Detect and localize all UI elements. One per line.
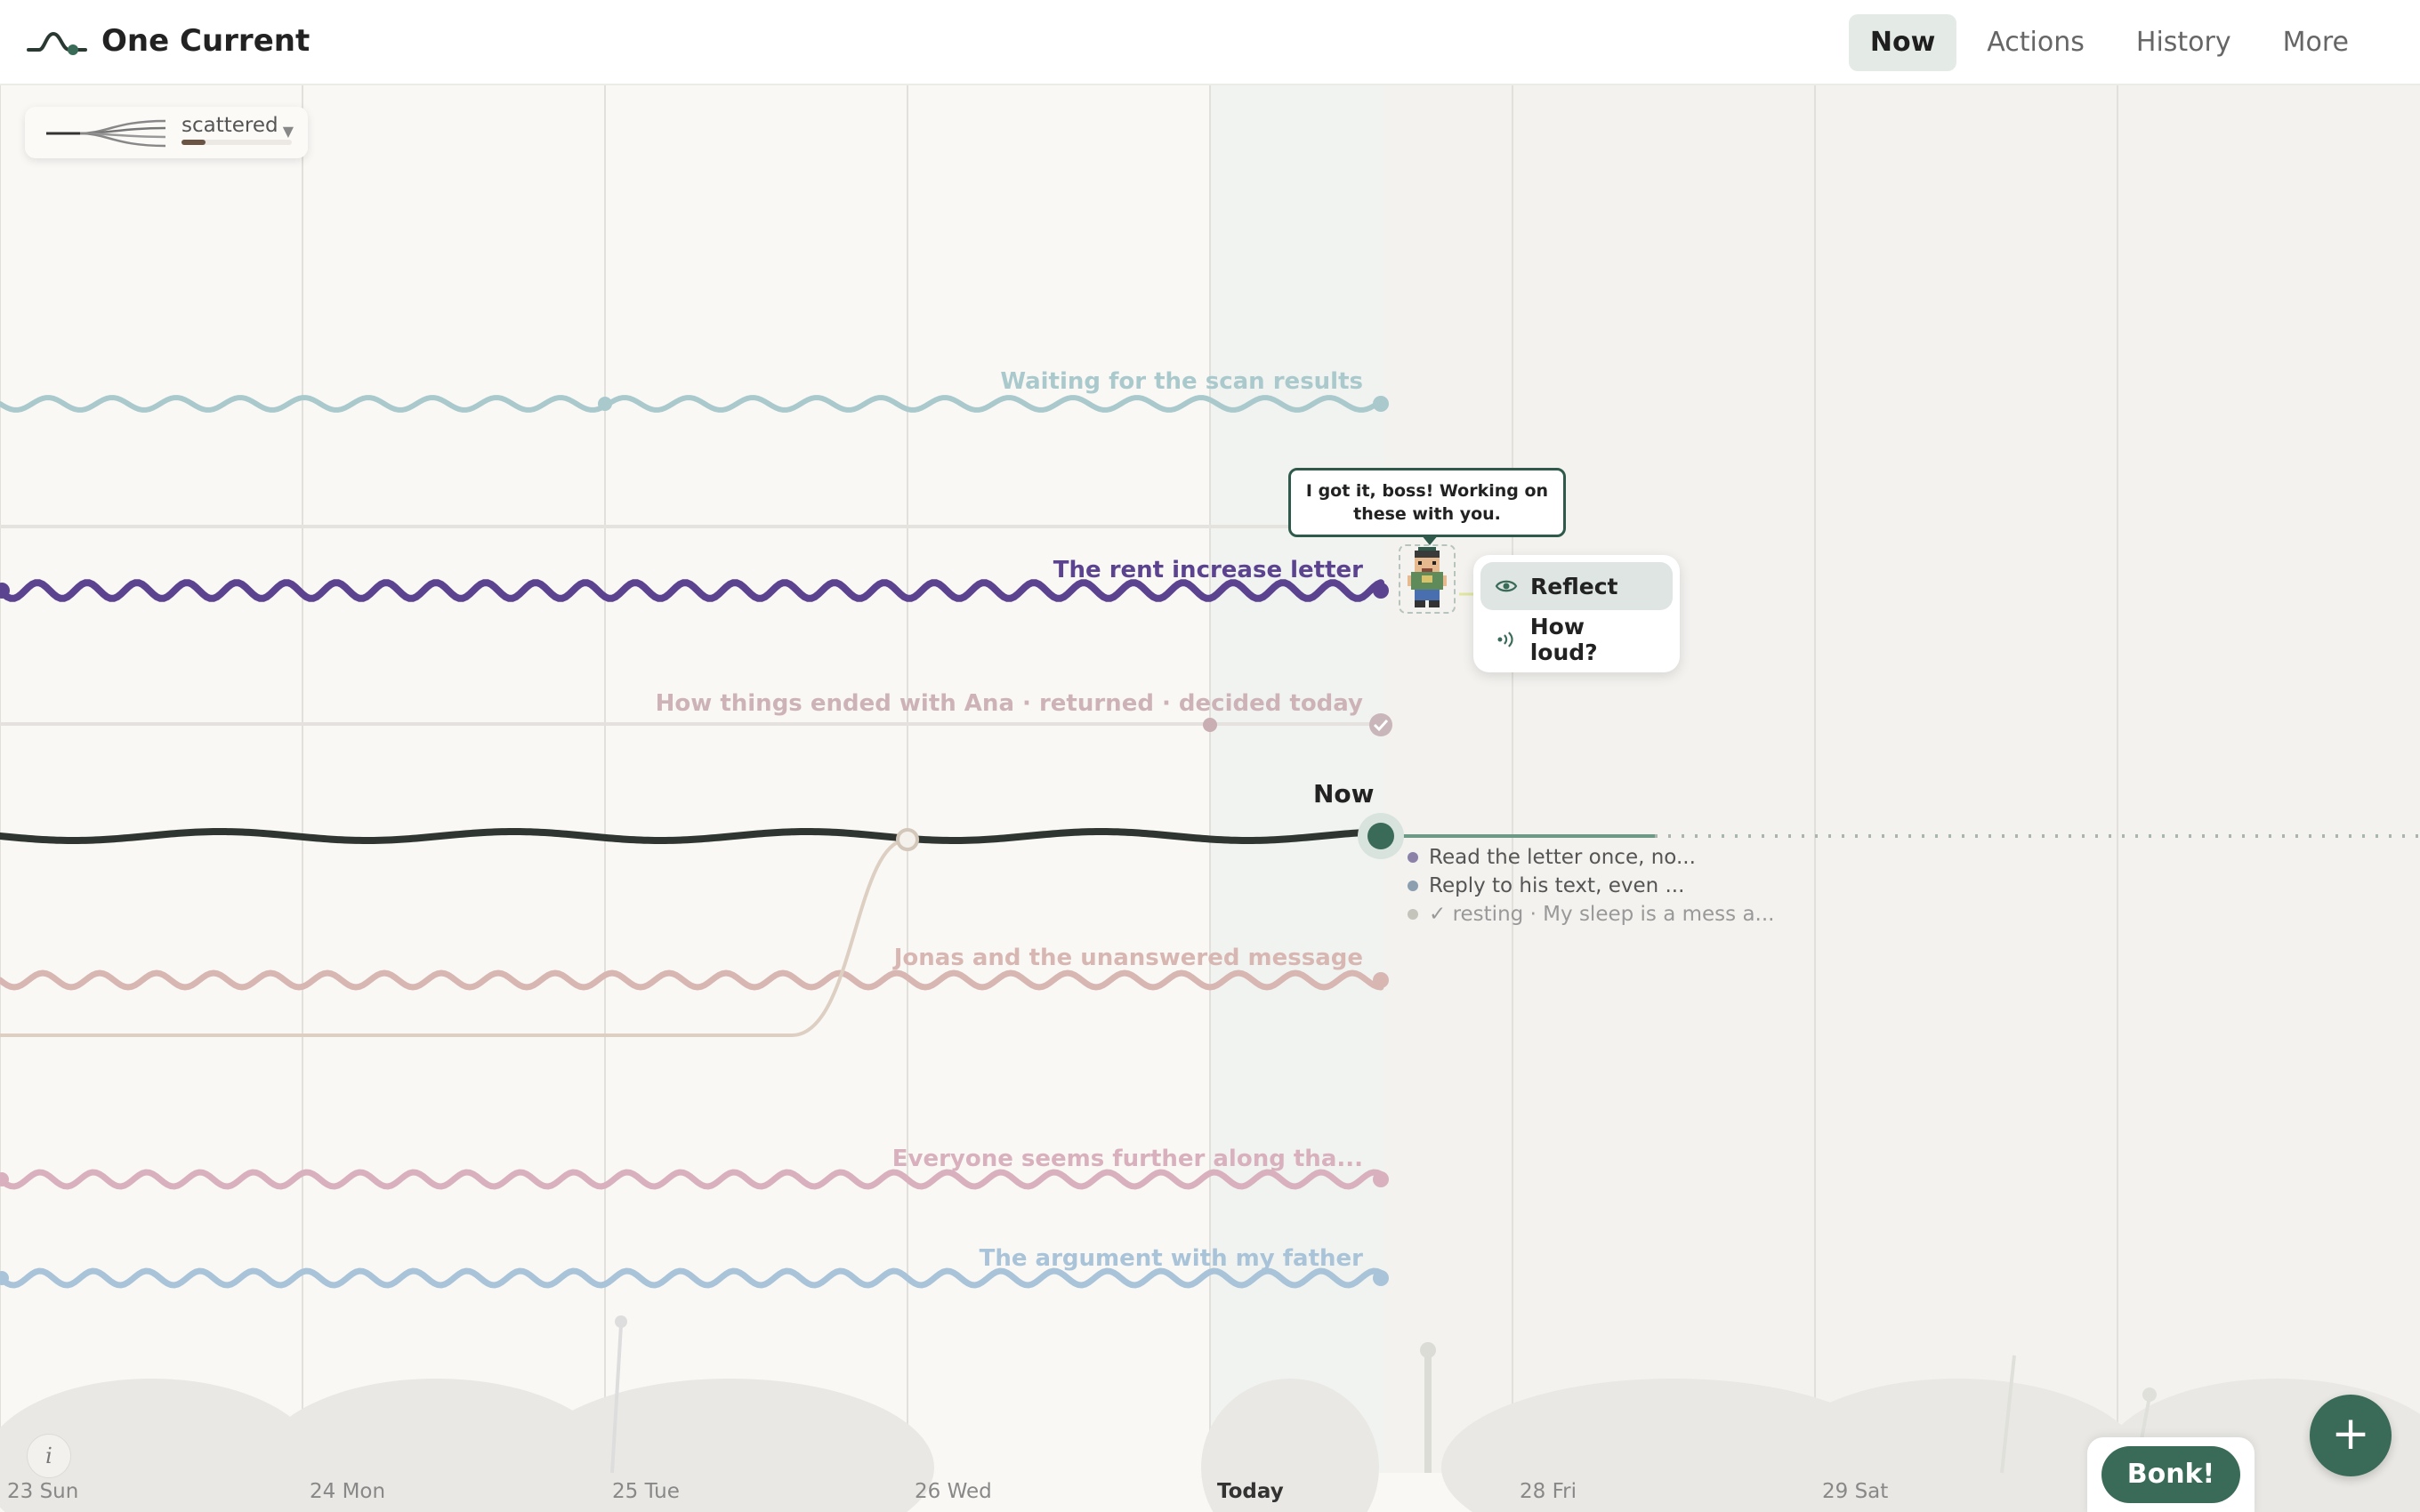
how-loud-button[interactable]: How loud?: [1480, 614, 1673, 665]
nav-now[interactable]: Now: [1848, 14, 1957, 71]
action-item[interactable]: Read the letter once, no...: [1408, 843, 1774, 872]
day-label: 24 Mon: [310, 1480, 386, 1503]
thread-wave: [0, 1267, 1384, 1289]
thread-start-node: [0, 1271, 9, 1285]
now-label: Now: [1313, 779, 1375, 808]
check-icon: [1373, 719, 1389, 732]
thread-start-node: [0, 583, 10, 599]
action-dot: [1408, 852, 1418, 863]
main-current-node: [896, 828, 919, 851]
day-label: 25 Tue: [612, 1480, 680, 1503]
main-nav: Now Actions History More: [1848, 14, 2370, 71]
thread-end-node: [1373, 972, 1389, 988]
reflect-label: Reflect: [1530, 573, 1618, 599]
add-thread-button[interactable]: +: [2310, 1395, 2392, 1476]
action-text: Read the letter once, no...: [1429, 846, 1696, 869]
background-hill: [0, 1379, 320, 1512]
wave-logo-icon: [27, 31, 87, 55]
today-column: [1210, 85, 1384, 1473]
thread-label-ana[interactable]: How things ended with Ana · returned · d…: [655, 690, 1363, 717]
mood-selector[interactable]: scattered ▼: [25, 107, 308, 158]
top-bar: One Current Now Actions History More: [0, 0, 2420, 85]
bonk-button[interactable]: Bonk!: [2101, 1446, 2240, 1503]
action-text: Reply to his text, even ...: [1429, 874, 1685, 897]
thread-end-node: [1373, 1270, 1389, 1286]
mood-meter: [182, 140, 292, 145]
day-label: 29 Sat: [1822, 1480, 1889, 1503]
chevron-down-icon: ▼: [282, 123, 294, 140]
background-hill: [1201, 1379, 1379, 1512]
thread-end-node: [1373, 1171, 1389, 1187]
thread-label-father[interactable]: The argument with my father: [979, 1245, 1363, 1272]
how-loud-label: How loud?: [1529, 614, 1598, 665]
day-label: 23 Sun: [7, 1480, 79, 1503]
background-hill: [1771, 1379, 2144, 1512]
thread-wave: [0, 1169, 1384, 1190]
nav-history[interactable]: History: [2135, 27, 2231, 58]
branch-line: [0, 838, 908, 1037]
background-stalk: [610, 1324, 623, 1474]
info-button[interactable]: i: [27, 1434, 71, 1478]
companion-character[interactable]: [1399, 544, 1456, 614]
now-action-list: Read the letter once, no... Reply to his…: [1408, 843, 1774, 929]
thread-node: [598, 397, 612, 411]
background-stalk: [2000, 1355, 2016, 1474]
background-stalk-head: [615, 1315, 627, 1328]
action-dot: [1408, 909, 1418, 920]
reflect-button[interactable]: Reflect: [1480, 562, 1673, 610]
pixel-character-icon: [1408, 547, 1447, 607]
app-title: One Current: [101, 23, 311, 59]
action-dot: [1408, 881, 1418, 891]
thread-label-jonas[interactable]: Jonas and the unanswered message: [893, 945, 1363, 971]
eye-icon: [1495, 580, 1518, 592]
action-item[interactable]: Reply to his text, even ...: [1408, 872, 1774, 900]
action-item[interactable]: ✓ resting · My sleep is a mess a...: [1408, 900, 1774, 929]
background-hill: [525, 1379, 934, 1512]
companion-speech-bubble: I got it, boss! Working on these with yo…: [1288, 468, 1566, 545]
thread-label-scan-results[interactable]: Waiting for the scan results: [1000, 368, 1363, 395]
nav-more[interactable]: More: [2282, 27, 2349, 58]
bonk-panel: Bonk!: [2087, 1437, 2255, 1512]
background-hill: [258, 1379, 614, 1512]
thread-end-node: [1373, 396, 1389, 412]
mood-meter-fill: [182, 140, 206, 145]
mood-label: scattered: [182, 114, 278, 137]
scattered-strands-icon: [46, 119, 166, 148]
thread-wave: [0, 969, 1384, 991]
thread-end-node: [1373, 583, 1389, 599]
day-label-today: Today: [1217, 1480, 1284, 1503]
day-label: 28 Fri: [1520, 1480, 1577, 1503]
thread-label-further-along[interactable]: Everyone seems further along tha...: [891, 1146, 1363, 1172]
nav-actions[interactable]: Actions: [1987, 27, 2085, 58]
now-node: [1367, 823, 1394, 849]
thread-start-node: [0, 1172, 9, 1186]
thread-node: [1203, 718, 1217, 732]
decided-check-node: [1369, 713, 1392, 736]
volume-icon: [1497, 631, 1513, 647]
future-area: [1384, 85, 2420, 1473]
thread-wave: [0, 579, 1384, 602]
background-stalk-head: [2142, 1387, 2157, 1402]
main-current: [0, 827, 1384, 845]
background-stalk-head: [1420, 1342, 1436, 1358]
day-label: 26 Wed: [915, 1480, 992, 1503]
thread-popover-menu: Reflect How loud?: [1473, 555, 1680, 672]
thread-wave: [0, 395, 1383, 413]
action-text: ✓ resting · My sleep is a mess a...: [1429, 903, 1775, 926]
thread-label-rent-letter[interactable]: The rent increase letter: [1053, 557, 1363, 583]
